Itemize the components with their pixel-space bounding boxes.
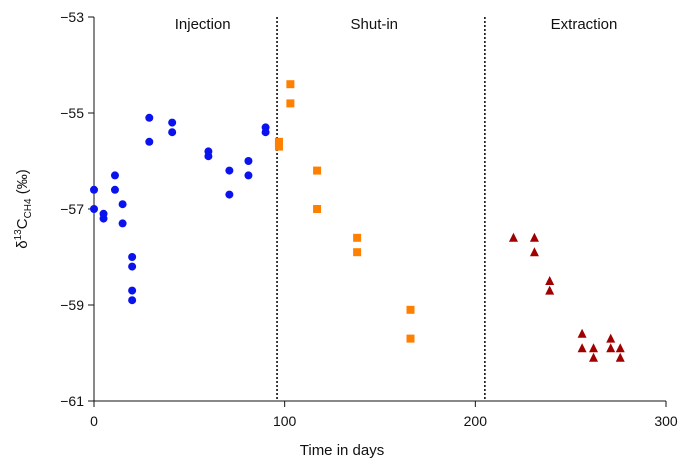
- y-tick-label: −53: [60, 9, 84, 25]
- phase-label: Injection: [175, 16, 231, 33]
- data-point-square: [274, 137, 283, 146]
- data-point-circle: [128, 286, 137, 295]
- data-point-circle: [99, 214, 108, 223]
- data-point-circle: [128, 262, 137, 271]
- data-point-circle: [145, 137, 154, 146]
- data-point-circle: [90, 185, 98, 194]
- y-tick-label: −57: [60, 201, 84, 217]
- data-point-circle: [168, 128, 177, 137]
- x-tick-label: 300: [654, 413, 678, 429]
- data-point-triangle: [589, 352, 599, 362]
- data-point-circle: [225, 190, 234, 199]
- data-point-circle: [118, 219, 127, 228]
- phase-dividers-layer: [276, 17, 486, 401]
- data-point-triangle: [529, 232, 539, 242]
- x-tick-label: 200: [464, 413, 488, 429]
- data-point-triangle: [606, 343, 616, 353]
- data-point-triangle: [577, 343, 587, 353]
- data-point-triangle: [615, 352, 625, 362]
- data-point-square: [274, 142, 283, 151]
- x-tick-label: 100: [273, 413, 297, 429]
- data-point-triangle: [615, 343, 625, 353]
- data-point-square: [286, 80, 295, 89]
- data-point-triangle: [508, 232, 518, 242]
- x-ticks-layer: 0 100 200 300: [90, 401, 678, 429]
- data-point-triangle: [529, 247, 539, 257]
- data-point-triangle: [606, 333, 616, 343]
- data-point-circle: [244, 171, 253, 180]
- data-point-square: [313, 205, 322, 213]
- phase-labels-layer: Injection Shut-in Extraction: [175, 16, 618, 33]
- data-point-triangle: [545, 276, 555, 285]
- x-axis-label: Time in days: [300, 442, 384, 458]
- data-point-circle: [118, 200, 127, 209]
- data-point-triangle: [577, 328, 587, 338]
- data-point-circle: [204, 152, 213, 161]
- data-point-square: [353, 233, 362, 242]
- phase-label: Extraction: [551, 16, 618, 33]
- data-point-triangle: [589, 343, 599, 353]
- y-axis-label: δ13CCH4 (‰): [13, 169, 34, 249]
- data-point-circle: [90, 205, 98, 213]
- data-point-square: [406, 334, 415, 343]
- y-tick-label: −59: [60, 297, 84, 313]
- y-tick-label: −61: [60, 393, 84, 409]
- data-point-circle: [128, 253, 137, 261]
- data-point-circle: [225, 166, 234, 175]
- phase-label: Shut-in: [351, 16, 399, 33]
- data-point-triangle: [545, 285, 555, 295]
- data-point-square: [353, 248, 362, 257]
- data-point-square: [286, 99, 295, 108]
- points-layer: [90, 80, 625, 362]
- y-ticks-layer: −61 −59 −57 −55 −53: [60, 9, 94, 409]
- data-point-circle: [244, 157, 253, 165]
- data-point-circle: [168, 118, 177, 127]
- data-point-square: [313, 166, 322, 175]
- data-point-circle: [128, 296, 137, 305]
- data-point-circle: [261, 128, 270, 137]
- data-point-square: [406, 305, 415, 314]
- data-point-circle: [110, 185, 119, 194]
- data-point-circle: [145, 113, 154, 122]
- data-point-circle: [110, 171, 119, 180]
- y-tick-label: −55: [60, 105, 84, 121]
- x-tick-label: 0: [90, 413, 98, 429]
